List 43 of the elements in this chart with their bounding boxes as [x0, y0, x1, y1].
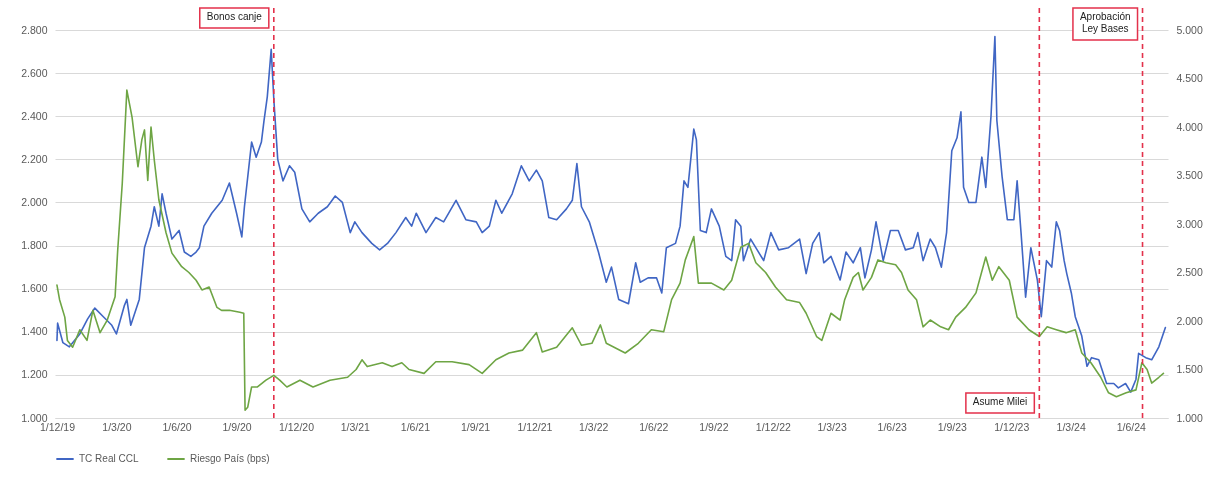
x-tick-label: 1/9/21 [460, 420, 491, 433]
line-series [56, 35, 1167, 393]
y2-tick-label: 3.000 [1176, 217, 1203, 230]
x-tick-label: 1/6/23 [877, 420, 907, 433]
x-tick-label: 1/3/22 [579, 420, 609, 433]
ref-line-label: Asume Milei [972, 396, 1028, 407]
y2-tick-label: 5.000 [1176, 23, 1203, 36]
ref-line-label: Bonos canje [206, 11, 263, 22]
y-tick-label: 2.400 [21, 109, 48, 122]
y-tick-label: 1.600 [21, 282, 48, 295]
y2-tick-label: 3.500 [1176, 169, 1203, 181]
y-tick-label: 1.400 [21, 325, 48, 338]
x-tick-label: 1/9/22 [699, 420, 729, 433]
y2-tick-label: 1.500 [1176, 363, 1203, 375]
x-tick-label: 1/6/21 [400, 420, 431, 433]
x-tick-label: 1/12/23 [994, 420, 1030, 433]
x-tick-label: 1/6/20 [162, 420, 192, 433]
x-tick-label: 1/3/23 [817, 420, 847, 433]
x-tick-label: 1/3/21 [340, 420, 371, 433]
y2-tick-label: 4.000 [1176, 120, 1203, 133]
x-tick-label: 1/6/24 [1116, 420, 1147, 433]
y-tick-label: 2.800 [21, 23, 48, 36]
x-tick-label: 1/12/21 [517, 420, 553, 433]
x-tick-label: 1/9/20 [222, 420, 252, 433]
line-series [56, 89, 1165, 412]
y-tick-label: 2.200 [21, 152, 48, 165]
y2-tick-label: 2.500 [1176, 266, 1203, 278]
y-tick-label: 2.000 [21, 195, 48, 208]
y-tick-label: 2.600 [21, 66, 48, 79]
legend-label: TC Real CCL [79, 453, 139, 464]
legend-label: Riesgo País (bps) [190, 453, 270, 464]
y2-tick-label: 4.500 [1176, 72, 1203, 84]
x-tick-label: 1/3/24 [1056, 420, 1086, 433]
x-tick-label: 1/9/23 [937, 420, 968, 433]
y2-tick-label: 1.000 [1176, 411, 1203, 424]
x-tick-label: 1/12/20 [279, 420, 315, 433]
y2-tick-label: 2.000 [1176, 314, 1203, 327]
ref-line-label: Aprobación Ley Bases [1079, 11, 1131, 34]
x-tick-label: 1/6/22 [639, 420, 669, 433]
y-tick-label: 1.200 [21, 368, 48, 381]
x-tick-label: 1/3/20 [102, 420, 132, 433]
y-tick-label: 1.800 [21, 239, 48, 252]
x-tick-label: 1/12/22 [755, 420, 791, 433]
